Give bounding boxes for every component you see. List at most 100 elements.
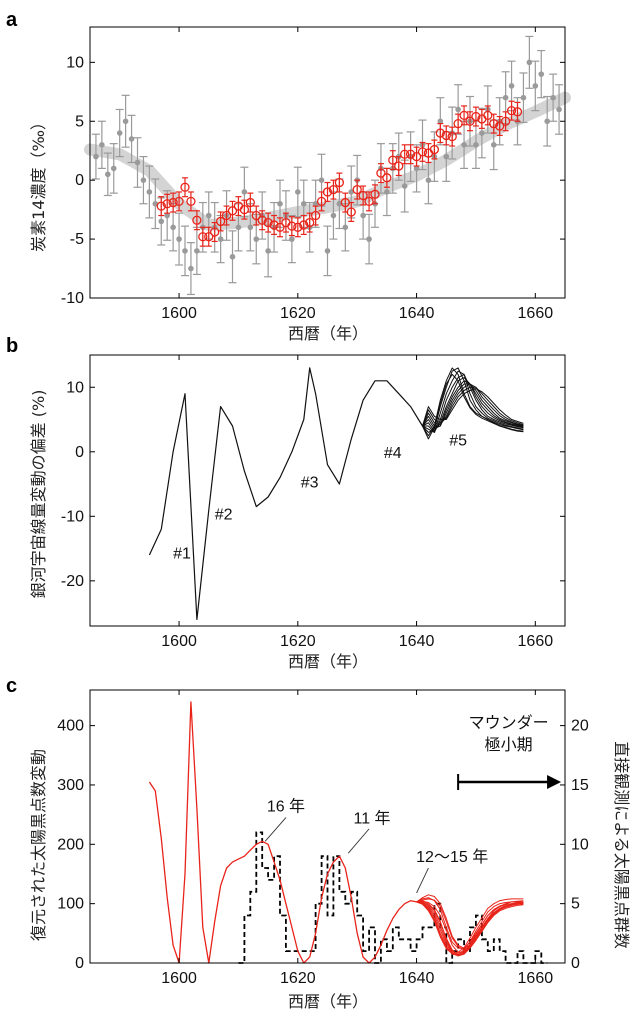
panel-a-red-point	[192, 215, 202, 225]
panel-a-red-point	[465, 116, 475, 126]
panel-b-ensemble-line	[422, 388, 524, 427]
panel-a-red-point	[459, 110, 469, 121]
panel-b-annotation: #4	[384, 445, 402, 462]
panel-a-gray-point	[508, 83, 515, 89]
panel-a-xtick-label: 1660	[518, 305, 554, 322]
panel-a-gray-point	[241, 189, 248, 195]
panel-b-ytick-label: 0	[75, 444, 84, 461]
panel-b-ensemble-line	[422, 373, 524, 440]
panel-c-ytick-label: 200	[57, 836, 84, 853]
panel-a-gray-points	[91, 35, 564, 296]
panel-c-ensemble-line	[416, 901, 524, 955]
panel-a-red-point	[168, 197, 178, 208]
panel-a-red-point	[174, 196, 184, 207]
panel-a-axes: 1600 1620 1640 1660 -10 -5 0 5 10	[61, 26, 566, 322]
panel-a-red-point	[204, 232, 214, 242]
panel-a-red-point	[500, 116, 511, 126]
panel-a-gray-point	[176, 236, 182, 242]
panel-a-red-point	[328, 184, 339, 195]
panel-a-xtick-label: 1640	[399, 305, 435, 322]
panel-b-ytick-label: -20	[61, 573, 84, 590]
panel-c-ensemble-line	[416, 901, 524, 957]
panel-a-red-point	[429, 144, 440, 155]
panel-a-red-point	[269, 220, 279, 230]
panel-a-red-point	[275, 222, 285, 232]
panel-b-ensemble-line	[422, 373, 524, 433]
panel-a-red-point	[305, 217, 315, 228]
panel-a-gray-point	[247, 224, 254, 231]
panel-a-gray-point	[253, 236, 260, 242]
panel-b-xtick-label: 1600	[161, 633, 197, 650]
panel-a-gray-point	[556, 106, 562, 113]
maunder-label-line2: 極小期	[485, 736, 533, 754]
panel-a-red-point	[400, 149, 410, 159]
panel-a-gray-point	[544, 118, 550, 125]
panel-b-annotation: #1	[173, 545, 191, 562]
panel-a-gray-point	[289, 236, 295, 242]
panel-a-red-point	[186, 196, 196, 207]
panel-a-red-point	[257, 215, 267, 225]
panel-a-gray-point	[93, 153, 99, 160]
panel-a-gray-point	[128, 136, 135, 142]
panel-a-gray-point	[217, 236, 224, 242]
panel-a-red-point	[299, 220, 309, 230]
panel-a-ytick-label: 5	[75, 113, 84, 130]
panel-a-gray-point	[235, 224, 242, 231]
panel-b-xtick-label: 1660	[518, 633, 554, 650]
panel-a-band	[84, 91, 571, 231]
panel-c-ensemble-line	[416, 901, 524, 956]
panel-a-gray-point	[170, 224, 176, 231]
panel-a-band-layer	[84, 91, 571, 231]
panel-a-gray-point	[182, 248, 188, 254]
panel-a-red-point	[227, 206, 238, 216]
panel-a-red-point	[245, 197, 255, 208]
panel-c-ytick-right-label: 0	[571, 955, 580, 972]
panel-a-red-point	[376, 168, 386, 178]
panel-a-red-point	[322, 187, 333, 197]
panel-c-xtick-label: 1640	[399, 970, 435, 987]
panel-b-annotation: #2	[215, 507, 233, 524]
panel-a-xtick-label: 1600	[161, 305, 197, 322]
panel-c-ytick-label: 0	[75, 955, 84, 972]
panel-c-ensemble-line	[416, 901, 524, 957]
panel-label-a: a	[6, 9, 18, 31]
panel-a-red-point	[405, 149, 416, 159]
panel-b-xtick-label: 1620	[280, 633, 316, 650]
panel-c-xtick-label: 1620	[280, 970, 316, 987]
panel-a-gray-point	[300, 200, 307, 207]
panel-a-gray-point	[342, 224, 349, 231]
panel-c-axes: 1600 1620 1640 1660 0 100 200 300 400 0 5 10 15 20	[57, 689, 589, 987]
panel-c-ytick-right-label: 20	[571, 718, 589, 735]
panel-a-red-point	[251, 210, 261, 221]
panel-c-reconstructed-line	[148, 701, 417, 964]
panel-a-gray-point	[105, 171, 111, 178]
panel-a-red-point	[293, 222, 303, 232]
panel-a-red-point	[287, 221, 297, 231]
maunder-arrow-head	[547, 774, 562, 789]
panel-a-gray-point	[188, 265, 194, 272]
panel-a-red-point	[495, 121, 505, 131]
panel-a-gray-point	[324, 248, 331, 254]
panel-a-red-point	[198, 232, 208, 242]
panel-a-frame	[89, 26, 566, 299]
panel-c-ytick-label: 300	[57, 777, 84, 794]
panel-b-annotation: #5	[449, 432, 467, 449]
panel-c-ytick-right-label: 15	[571, 777, 589, 794]
panel-a-gray-point	[194, 248, 200, 254]
panel-label-c: c	[6, 675, 17, 697]
maunder-label-line1: マウンダー	[469, 714, 549, 732]
panel-a-gray-point	[461, 142, 467, 148]
panel-b-ensemble-line	[422, 367, 524, 437]
panel-a-red-point	[358, 190, 368, 201]
panel-c-leader-line	[416, 867, 429, 894]
panel-a-red-point	[471, 111, 481, 122]
panel-a-gray-point	[265, 248, 271, 254]
panel-a-gray-point	[473, 142, 479, 148]
panel-c-ytick-right-label: 5	[571, 896, 580, 913]
panel-a-gray-point	[318, 177, 325, 183]
panel-b-series-line	[148, 367, 424, 621]
panel-a-ytick-label: 10	[66, 54, 84, 71]
panel-a-red-point	[435, 128, 445, 138]
panel-a-red-point	[483, 110, 493, 121]
